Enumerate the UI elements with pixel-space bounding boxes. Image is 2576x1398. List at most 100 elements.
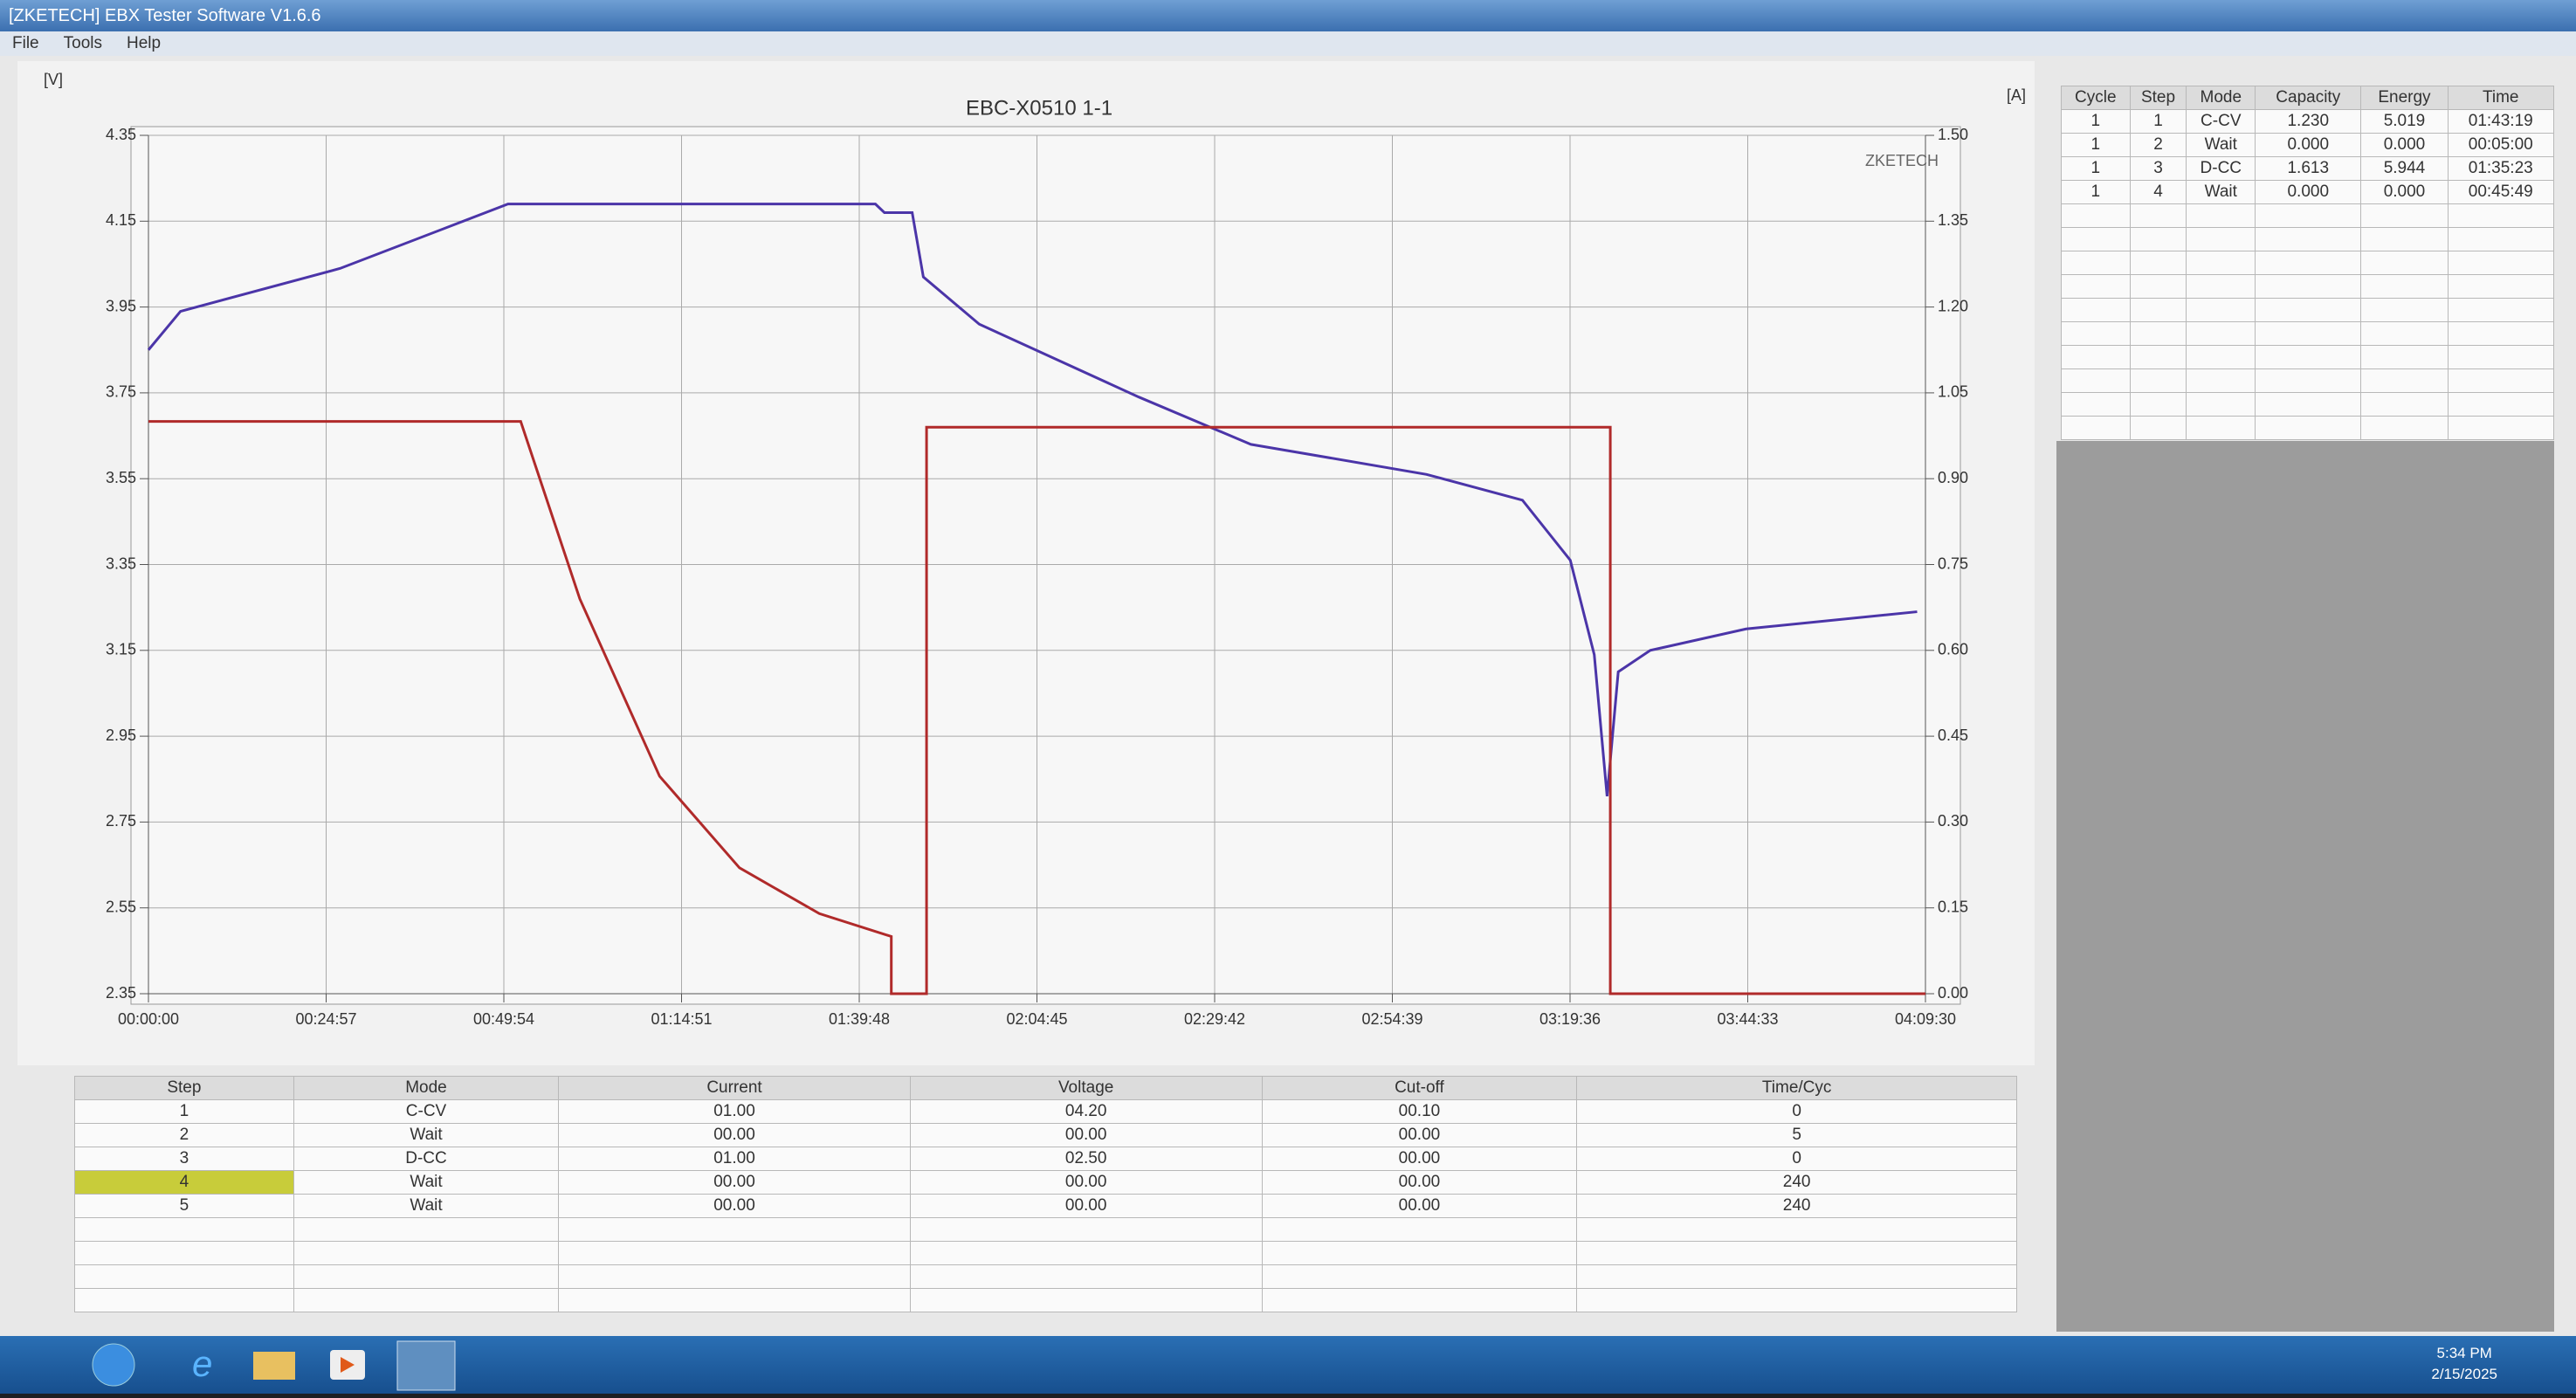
chart-title: EBC-X0510 1-1 — [966, 96, 1112, 120]
x-tick-label: 00:49:54 — [473, 1010, 534, 1028]
brand: ZKETECH — [1865, 152, 1939, 169]
y2-tick-label: 0.45 — [1938, 727, 1968, 744]
x-tick-label: 03:19:36 — [1539, 1010, 1601, 1028]
y-axis-label: [V] — [44, 71, 63, 88]
column-header[interactable]: Step — [74, 1076, 294, 1100]
column-header[interactable]: Current — [558, 1076, 911, 1100]
column-header[interactable]: Capacity — [2255, 86, 2362, 110]
empty-row — [74, 1217, 2017, 1242]
taskbar-icons: e — [92, 1340, 456, 1391]
clock-time: 5:34 PM — [2436, 1345, 2492, 1361]
table-cell: 2 — [2129, 133, 2187, 157]
table-cell: 0 — [1576, 1099, 2017, 1124]
y-tick-label: 2.35 — [106, 984, 136, 1002]
empty-row — [2061, 345, 2555, 369]
column-header[interactable]: Energy — [2360, 86, 2449, 110]
table-cell: 3 — [2129, 156, 2187, 181]
menu-item[interactable]: Help — [126, 34, 162, 52]
table-cell: 02.50 — [909, 1147, 1263, 1171]
table-cell: 0.000 — [2360, 180, 2449, 204]
y-tick-label: 2.95 — [106, 727, 136, 744]
empty-row — [2061, 321, 2555, 346]
y2-tick-label: 0.00 — [1938, 984, 1968, 1002]
y-tick-label: 3.35 — [106, 554, 136, 572]
table-cell: 1 — [74, 1099, 294, 1124]
table-row[interactable]: 1 3 D-CC 1.613 5.944 01:35:23 — [2061, 156, 2555, 181]
empty-row — [2061, 203, 2555, 228]
column-header[interactable]: Cut-off — [1261, 1076, 1578, 1100]
y2-tick-label: 1.50 — [1938, 126, 1968, 143]
x-tick-label: 00:00:00 — [118, 1010, 179, 1028]
table-cell: 1 — [2061, 180, 2131, 204]
folder-icon[interactable] — [253, 1352, 295, 1380]
table-cell: 00.00 — [909, 1194, 1263, 1218]
table-cell: C-CV — [2186, 109, 2256, 134]
table-cell: D-CC — [293, 1147, 560, 1171]
table-cell: 00.00 — [909, 1170, 1263, 1195]
empty-row — [74, 1241, 2017, 1265]
empty-row — [2061, 227, 2555, 251]
table-cell: 00:05:00 — [2447, 133, 2555, 157]
menu-item[interactable]: Tools — [63, 34, 102, 52]
table-cell: 00.00 — [1261, 1194, 1578, 1218]
column-header[interactable]: Time/Cyc — [1576, 1076, 2017, 1100]
table-cell: 00.00 — [558, 1170, 911, 1195]
table-cell: 0.000 — [2360, 133, 2449, 157]
y2-tick-label: 0.60 — [1938, 641, 1968, 658]
column-header[interactable]: Cycle — [2061, 86, 2131, 110]
table-row[interactable]: 1 C-CV 01.00 04.20 00.10 0 — [74, 1099, 2017, 1124]
column-header[interactable]: Mode — [2186, 86, 2256, 110]
x-tick-label: 01:14:51 — [651, 1010, 712, 1028]
empty-row — [74, 1288, 2017, 1312]
column-header[interactable]: Step — [2129, 86, 2187, 110]
table-cell: 3 — [74, 1147, 294, 1171]
table-cell: 4 — [74, 1170, 294, 1195]
table-row[interactable]: 3 D-CC 01.00 02.50 00.00 0 — [74, 1147, 2017, 1171]
browser-icon[interactable]: e — [192, 1343, 212, 1384]
column-header[interactable]: Time — [2447, 86, 2555, 110]
table-cell: 01.00 — [558, 1099, 911, 1124]
column-header[interactable]: Mode — [293, 1076, 560, 1100]
window-title: [ZKETECH] EBX Tester Software V1.6.6 — [0, 0, 2576, 31]
y-tick-label: 2.55 — [106, 898, 136, 915]
results-table: Cycle Step Mode Capacity Energy Time 1 1 C-CV 1.2… — [2061, 86, 2555, 440]
series-line — [148, 420, 1925, 995]
table-row[interactable]: 4 Wait 00.00 00.00 00.00 240 — [74, 1170, 2017, 1195]
table-cell: 01.00 — [558, 1147, 911, 1171]
table-cell: 0.000 — [2255, 180, 2362, 204]
table-cell: Wait — [2186, 180, 2256, 204]
start-button[interactable] — [92, 1343, 135, 1387]
app-icon[interactable] — [396, 1340, 456, 1391]
menu-item[interactable]: File — [12, 34, 39, 52]
table-cell: D-CC — [2186, 156, 2256, 181]
table-cell: 2 — [74, 1123, 294, 1147]
table-row[interactable]: 1 1 C-CV 1.230 5.019 01:43:19 — [2061, 109, 2555, 134]
y2-tick-label: 1.05 — [1938, 383, 1968, 401]
table-cell: 1 — [2061, 156, 2131, 181]
y-tick-label: 4.35 — [106, 126, 136, 143]
table-cell: 00.10 — [1261, 1099, 1578, 1124]
table-cell: 1 — [2129, 109, 2187, 134]
x-tick-label: 02:29:42 — [1184, 1010, 1245, 1028]
table-cell: 1.613 — [2255, 156, 2362, 181]
menu-bar: File Tools Help — [0, 31, 2576, 56]
empty-row — [2061, 251, 2555, 275]
table-row[interactable]: 1 4 Wait 0.000 0.000 00:45:49 — [2061, 180, 2555, 204]
table-cell: 1 — [2061, 109, 2131, 134]
clock[interactable]: 5:34 PM 2/15/2025 — [2431, 1343, 2497, 1385]
y-tick-label: 4.15 — [106, 211, 136, 229]
table-row[interactable]: 5 Wait 00.00 00.00 00.00 240 — [74, 1194, 2017, 1218]
x-tick-label: 00:24:57 — [295, 1010, 356, 1028]
table-cell: 5.944 — [2360, 156, 2449, 181]
empty-row — [2061, 298, 2555, 322]
x-tick-label: 02:04:45 — [1006, 1010, 1067, 1028]
table-cell: 0.000 — [2255, 133, 2362, 157]
table-row[interactable]: 1 2 Wait 0.000 0.000 00:05:00 — [2061, 133, 2555, 157]
column-header[interactable]: Voltage — [909, 1076, 1263, 1100]
series-line — [147, 203, 1918, 797]
y-tick-label: 3.75 — [106, 383, 136, 401]
table-row[interactable]: 2 Wait 00.00 00.00 00.00 5 — [74, 1123, 2017, 1147]
steps-table: Step Mode Current Voltage Cut-off Time/Cyc 1 C-… — [74, 1076, 2017, 1312]
y2-tick-label: 0.75 — [1938, 554, 1968, 572]
clock-date: 2/15/2025 — [2431, 1366, 2497, 1382]
